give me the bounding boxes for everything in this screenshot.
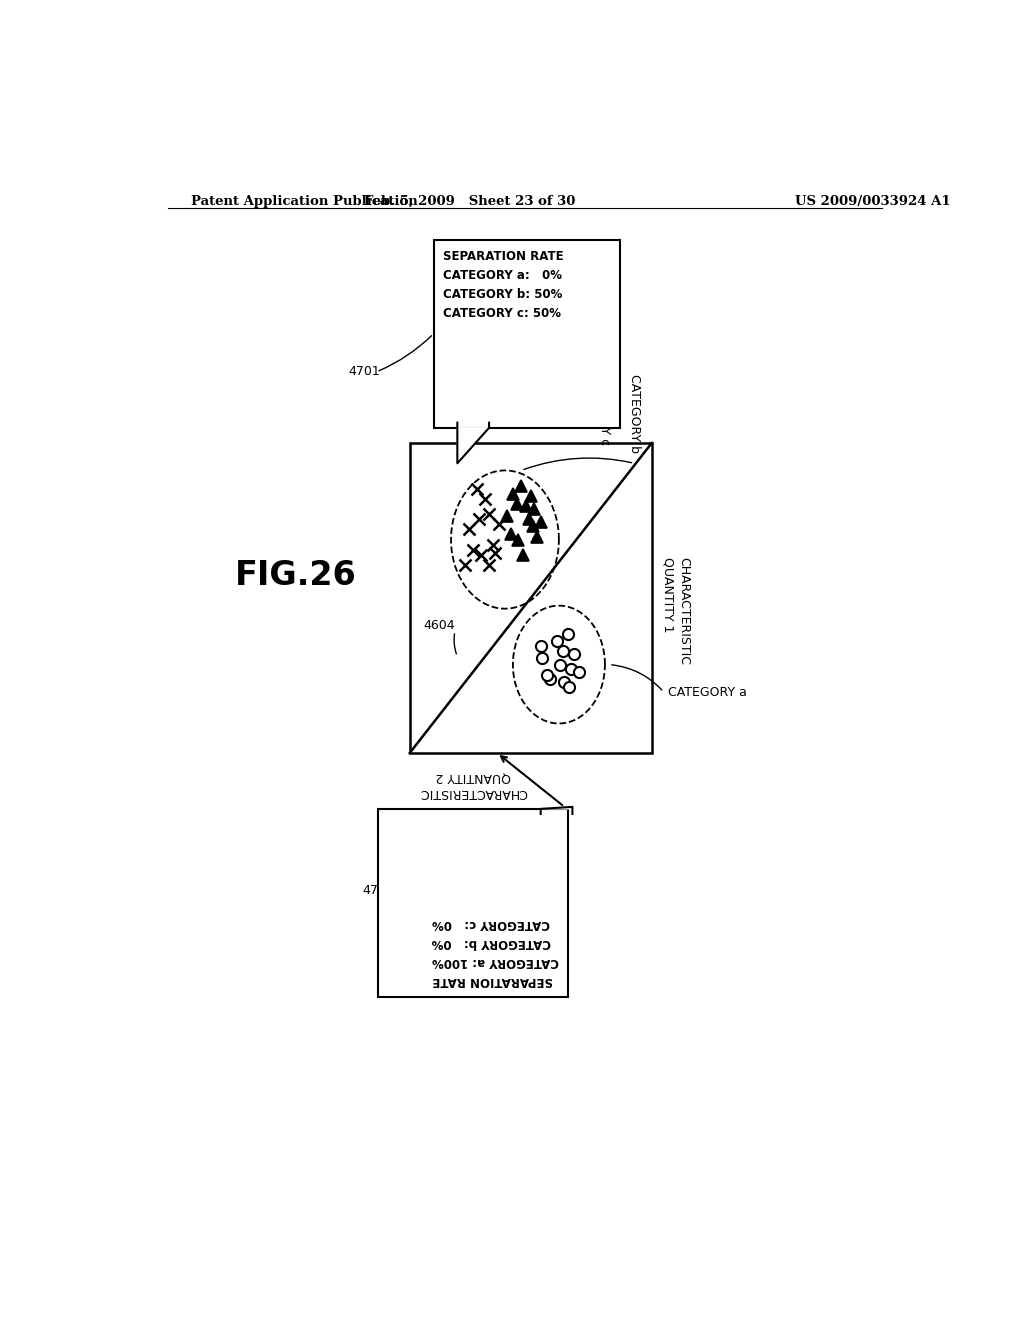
Text: 4701: 4701 xyxy=(348,366,380,379)
Polygon shape xyxy=(458,428,489,463)
Bar xyxy=(378,809,568,997)
Bar xyxy=(433,240,620,428)
Text: CATEGORY b: CATEGORY b xyxy=(628,374,641,453)
Text: Feb. 5, 2009   Sheet 23 of 30: Feb. 5, 2009 Sheet 23 of 30 xyxy=(364,195,574,209)
Text: CATEGORY c: CATEGORY c xyxy=(598,367,610,445)
Text: FIG.26: FIG.26 xyxy=(236,558,357,591)
Text: 4604: 4604 xyxy=(423,619,455,632)
Text: CHARACTERISTIC
QUANTITY 2: CHARACTERISTIC QUANTITY 2 xyxy=(419,771,527,800)
Text: 4701: 4701 xyxy=(362,883,394,896)
Text: Patent Application Publication: Patent Application Publication xyxy=(191,195,418,209)
Text: SEPARATION RATE
CATEGORY a: 100%
CATEGORY b:   0%
CATEGORY c:   0%: SEPARATION RATE CATEGORY a: 100% CATEGOR… xyxy=(432,917,559,987)
Text: SEPARATION RATE
CATEGORY a:   0%
CATEGORY b: 50%
CATEGORY c: 50%: SEPARATION RATE CATEGORY a: 0% CATEGORY … xyxy=(443,249,563,319)
Bar xyxy=(410,444,651,752)
Text: CHARACTERISTIC
QUANTITY 1: CHARACTERISTIC QUANTITY 1 xyxy=(662,557,690,665)
Polygon shape xyxy=(541,807,572,809)
Text: CATEGORY a: CATEGORY a xyxy=(668,685,746,698)
Text: US 2009/0033924 A1: US 2009/0033924 A1 xyxy=(795,195,950,209)
